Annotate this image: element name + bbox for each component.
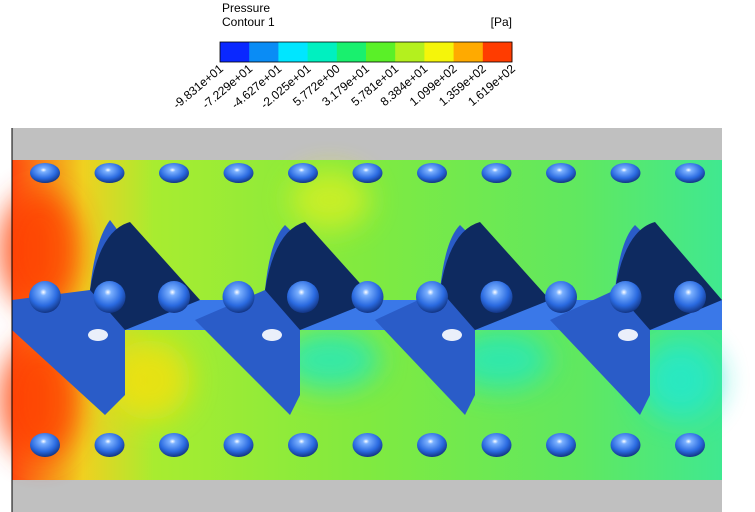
sphere-top (675, 163, 705, 183)
color-cell (249, 42, 279, 62)
color-cell (395, 42, 425, 62)
sphere-bottom (675, 433, 705, 457)
sphere-mid (416, 281, 448, 313)
sphere-bottom (288, 433, 318, 457)
sphere-bottom (30, 433, 60, 457)
sphere-bottom (546, 433, 576, 457)
sphere-top (159, 163, 189, 183)
simulation-view (0, 128, 722, 512)
sphere-top (417, 163, 447, 183)
sphere-bottom (481, 433, 512, 457)
sphere-mid (222, 281, 255, 313)
sphere-mid (93, 281, 126, 313)
sphere-top (223, 163, 254, 183)
sphere-top (288, 163, 318, 183)
pressure-zones (0, 170, 720, 460)
sphere-top (352, 163, 383, 183)
color-cell (424, 42, 455, 62)
color-cell (220, 42, 250, 62)
sphere-bottom (159, 433, 189, 457)
sphere-bottom (610, 433, 641, 457)
sphere-mid (351, 281, 384, 313)
color-cell (366, 42, 396, 62)
sphere-bottom (223, 433, 254, 457)
sphere-top (610, 163, 641, 183)
sphere-mid (287, 281, 319, 313)
sphere-top (94, 163, 125, 183)
color-bar-border (219, 41, 513, 63)
sphere-mid (158, 281, 190, 313)
sphere-mid (545, 281, 577, 313)
color-bar: -9.831e+01-7.229e+01-4.627e+01-2.025e+01… (170, 41, 518, 112)
spheres (29, 163, 706, 457)
color-cell (336, 42, 367, 62)
color-cell (307, 42, 338, 62)
sphere-mid (609, 281, 642, 313)
wall-top (12, 128, 722, 160)
color-cell (278, 42, 309, 62)
sphere-bottom (352, 433, 383, 457)
color-cell (482, 42, 513, 62)
sphere-top (30, 163, 60, 183)
color-cell (453, 42, 484, 62)
sphere-mid (674, 281, 706, 313)
legend-subtitle: Contour 1 (222, 15, 275, 29)
sphere-mid (29, 281, 61, 313)
sphere-bottom (417, 433, 447, 457)
legend-title: Pressure (222, 1, 270, 15)
sphere-mid (480, 281, 513, 313)
wall-bottom (12, 480, 722, 512)
legend-unit: [Pa] (491, 15, 512, 29)
sphere-top (481, 163, 512, 183)
sphere-bottom (94, 433, 125, 457)
sphere-top (546, 163, 576, 183)
